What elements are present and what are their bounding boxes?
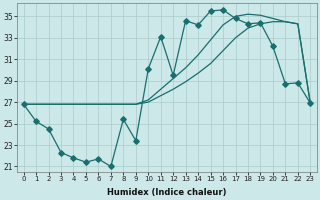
X-axis label: Humidex (Indice chaleur): Humidex (Indice chaleur) [107, 188, 227, 197]
